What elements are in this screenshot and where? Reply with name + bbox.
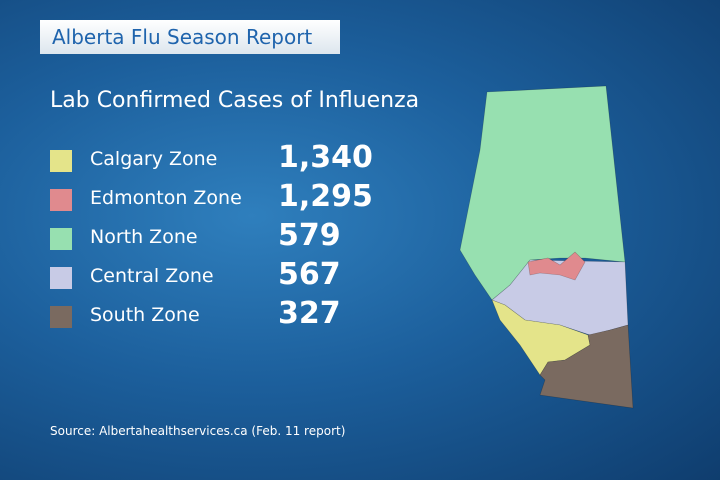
swatch — [50, 189, 72, 211]
south-zone — [539, 324, 634, 409]
zone-cases: 327 — [278, 296, 341, 331]
edmonton-zone — [527, 251, 586, 281]
zone-cases: 1,295 — [278, 179, 373, 214]
swatch — [50, 267, 72, 289]
swatch — [50, 306, 72, 328]
zone-cases: 579 — [278, 218, 341, 253]
banner-title: Alberta Flu Season Report — [40, 20, 340, 54]
zone-name: Central Zone — [90, 265, 214, 287]
legend-row: Edmonton Zone 1,295 — [50, 179, 390, 215]
legend-row: South Zone 327 — [50, 296, 390, 332]
zone-name: Edmonton Zone — [90, 187, 242, 209]
zone-name: Calgary Zone — [90, 148, 218, 170]
legend-row: Central Zone 567 — [50, 257, 390, 293]
legend-row: North Zone 579 — [50, 218, 390, 254]
zone-cases: 567 — [278, 257, 341, 292]
legend-row: Calgary Zone 1,340 — [50, 140, 390, 176]
swatch — [50, 228, 72, 250]
zone-name: South Zone — [90, 304, 200, 326]
zone-cases: 1,340 — [278, 140, 373, 175]
subtitle: Lab Confirmed Cases of Influenza — [50, 88, 420, 113]
swatch — [50, 150, 72, 172]
zone-name: North Zone — [90, 226, 198, 248]
source: Source: Albertahealthservices.ca (Feb. 1… — [50, 424, 346, 438]
